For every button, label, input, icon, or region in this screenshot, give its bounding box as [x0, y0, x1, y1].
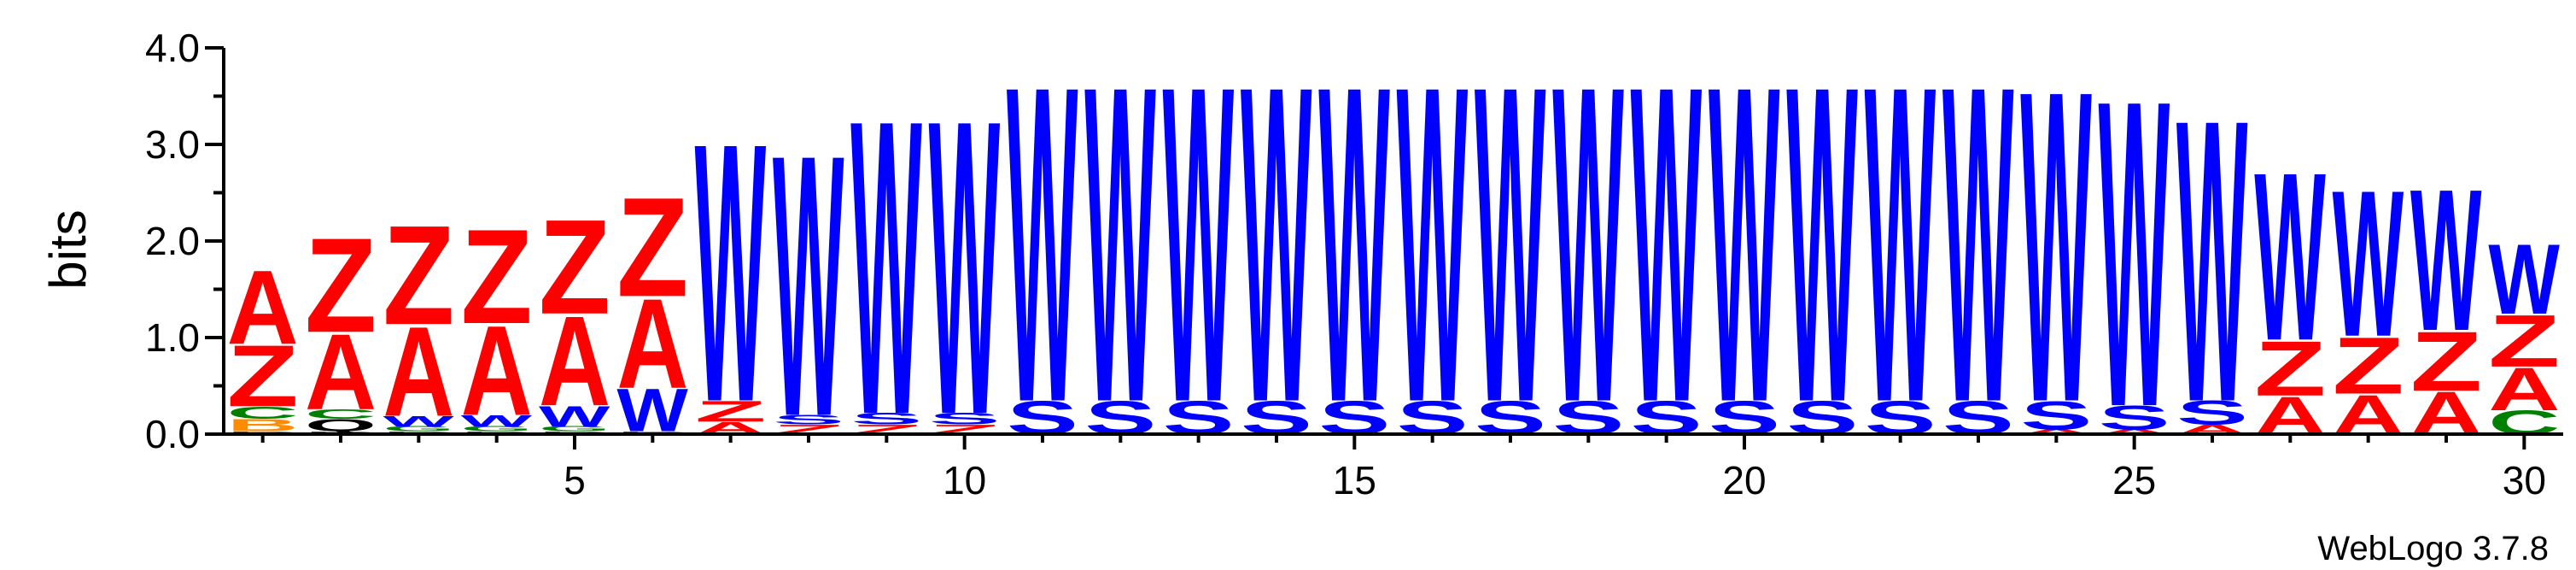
glyph-s: S [2176, 394, 2248, 432]
glyph-w: W [1865, 0, 1936, 497]
glyph-z: Z [539, 192, 610, 343]
glyph-q: Q [305, 415, 377, 435]
glyph-s: S [2099, 399, 2170, 437]
glyph-z: Z [2254, 325, 2326, 413]
glyph-w: W [383, 413, 455, 430]
glyph-w: W [1241, 0, 1312, 497]
y-ticks: 0.0 1.0 2.0 3.0 4.0 [145, 26, 224, 456]
glyph-s: S [2020, 393, 2092, 438]
glyph-z: Z [383, 197, 454, 355]
glyph-s: S [773, 413, 844, 428]
glyph-g: G [383, 426, 454, 433]
y-axis-label: bits [39, 209, 96, 289]
x-tick-label: 30 [2503, 458, 2546, 502]
glyph-z: Z [616, 168, 688, 326]
glyph-w: W [1631, 0, 1703, 497]
x-tick-label: 15 [1333, 458, 1376, 502]
glyph-w: W [1786, 0, 1858, 497]
weblogo-credit: WebLogo 3.7.8 [2317, 530, 2549, 567]
glyph-w: W [695, 67, 767, 480]
y-tick-label: 0.0 [145, 412, 200, 456]
y-tick-label: 3.0 [145, 122, 200, 167]
glyph-w: W [929, 32, 1001, 502]
glyph-b: B [227, 415, 299, 435]
glyph-a: A [539, 291, 610, 432]
glyph-z: Z [2488, 300, 2560, 383]
y-tick-label: 1.0 [145, 315, 200, 360]
glyph-w: W [1397, 0, 1469, 497]
x-ticks: 5 10 15 20 25 30 [260, 434, 2546, 502]
glyph-a: A [2099, 428, 2170, 436]
glyph-c: C [227, 403, 299, 422]
glyph-z: Z [305, 210, 377, 361]
glyph-w: W [2410, 146, 2482, 373]
glyph-z: Z [227, 326, 299, 425]
glyph-w: W [1552, 0, 1624, 497]
glyph-a: A [616, 273, 688, 415]
glyph-a: A [227, 250, 299, 367]
glyph-w: W [2099, 9, 2170, 498]
y-tick-label: 4.0 [145, 26, 200, 70]
glyph-s: S [850, 410, 922, 428]
glyph-a: A [461, 300, 533, 442]
glyph-g: G [461, 426, 533, 433]
glyph-w: W [2020, 0, 2092, 496]
glyph-w: W [2333, 146, 2404, 380]
glyph-w: W [1007, 0, 1078, 497]
x-tick-label: 10 [943, 458, 986, 502]
glyph-w: W [1163, 0, 1235, 497]
glyph-s: S [929, 410, 1001, 428]
glyph-w: W [539, 400, 610, 433]
glyph-w: W [1318, 0, 1390, 497]
glyph-a: A [2488, 356, 2560, 423]
glyph-w: W [1709, 0, 1780, 497]
x-tick-label: 20 [1722, 458, 1766, 502]
x-tick-label: 25 [2112, 458, 2156, 502]
glyph-w: W [1475, 0, 1546, 497]
glyph-z: Z [461, 202, 533, 352]
glyph-w: W [461, 412, 533, 430]
glyph-a: A [305, 311, 377, 432]
x-tick-label: 5 [564, 458, 586, 502]
glyph-w: W [2488, 223, 2560, 335]
glyph-w: W [773, 76, 844, 494]
glyph-w: W [1084, 0, 1156, 497]
y-tick-label: 2.0 [145, 219, 200, 263]
glyph-z: Z [2333, 321, 2404, 412]
glyph-w: W [2254, 123, 2326, 391]
glyph-z: Z [2410, 314, 2482, 409]
glyph-w: W [2176, 36, 2248, 486]
glyph-a: A [2020, 428, 2092, 436]
glyph-g: G [539, 426, 610, 433]
glyph-a: A [383, 301, 454, 443]
glyph-w: W [850, 32, 922, 502]
glyph-c: C [305, 407, 377, 422]
glyph-w: W [1942, 0, 2014, 497]
glyph-z: Z [695, 395, 767, 428]
